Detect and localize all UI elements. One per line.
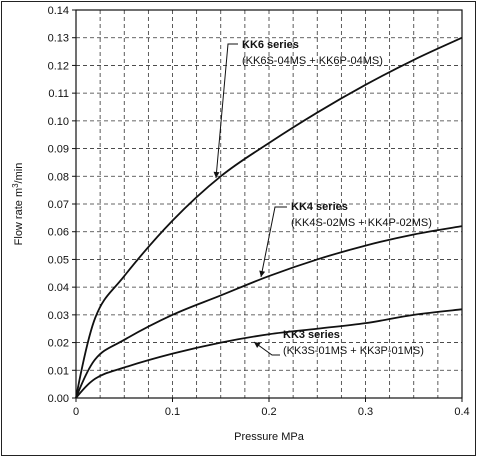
x-tick-label: 0 bbox=[73, 406, 79, 418]
leader-kk3 bbox=[253, 341, 280, 356]
series-annotations: KK6 series (KK6S-04MS + KK6P-04MS) KK4 s… bbox=[213, 39, 432, 357]
y-tick-label: 0.05 bbox=[48, 254, 69, 266]
curve-kk6 bbox=[75, 36, 463, 399]
leader-kk4-arrowhead bbox=[259, 270, 266, 277]
x-tick-label: 0.2 bbox=[261, 406, 276, 418]
series-sublabel-kk3: (KK3S-01MS + KK3P-01MS) bbox=[283, 345, 424, 357]
curve-kk4 bbox=[75, 225, 463, 399]
x-tick-label: 0.1 bbox=[165, 406, 180, 418]
y-tick-label: 0.11 bbox=[48, 88, 69, 100]
x-tick-label: 0.3 bbox=[358, 406, 373, 418]
series-curves bbox=[75, 36, 463, 399]
y-tick-label: 0.07 bbox=[48, 199, 69, 211]
y-tick-label: 0.03 bbox=[48, 310, 69, 322]
curve-kk3 bbox=[75, 308, 463, 399]
leader-kk6 bbox=[215, 43, 238, 179]
y-axis: 0.00 0.01 0.02 0.03 0.04 0.05 0.06 0.07 0.08 0.09… bbox=[48, 5, 76, 405]
y-tick-label: 0.08 bbox=[48, 171, 69, 183]
x-axis-title: Pressure MPa bbox=[234, 431, 305, 443]
y-tick-label: 0.10 bbox=[48, 116, 69, 128]
y-tick-label: 0.14 bbox=[48, 5, 69, 17]
x-tick-label: 0.4 bbox=[454, 406, 469, 418]
series-sublabel-kk4: (KK4S-02MS + KK4P-02MS) bbox=[291, 217, 432, 229]
y-tick-label: 0.00 bbox=[48, 393, 69, 405]
grid bbox=[76, 10, 462, 398]
leader-kk4 bbox=[260, 206, 287, 278]
leader-kk6-arrowhead bbox=[213, 171, 220, 178]
x-axis: 0 0.1 0.2 0.3 0.4 bbox=[73, 398, 470, 418]
series-sublabel-kk6: (KK6S-04MS + KK6P-04MS) bbox=[242, 55, 383, 67]
y-axis-title-main: Flow rate m bbox=[13, 188, 25, 245]
y-tick-label: 0.13 bbox=[48, 33, 69, 45]
y-axis-title-superscript: 3 bbox=[11, 183, 20, 188]
y-tick-label: 0.09 bbox=[48, 144, 69, 156]
y-tick-label: 0.06 bbox=[48, 227, 69, 239]
series-label-kk3: KK3 series bbox=[283, 329, 340, 341]
series-label-kk4: KK4 series bbox=[291, 201, 348, 213]
y-tick-label: 0.04 bbox=[48, 282, 69, 294]
y-axis-title-tail: /min bbox=[13, 163, 25, 184]
leader-kk3-arrowhead bbox=[254, 342, 261, 348]
y-tick-label: 0.02 bbox=[48, 338, 69, 350]
series-label-kk6: KK6 series bbox=[242, 39, 299, 51]
y-axis-title: Flow rate m3/min bbox=[11, 163, 25, 246]
y-tick-label: 0.01 bbox=[48, 365, 69, 377]
y-tick-label: 0.12 bbox=[48, 60, 69, 72]
